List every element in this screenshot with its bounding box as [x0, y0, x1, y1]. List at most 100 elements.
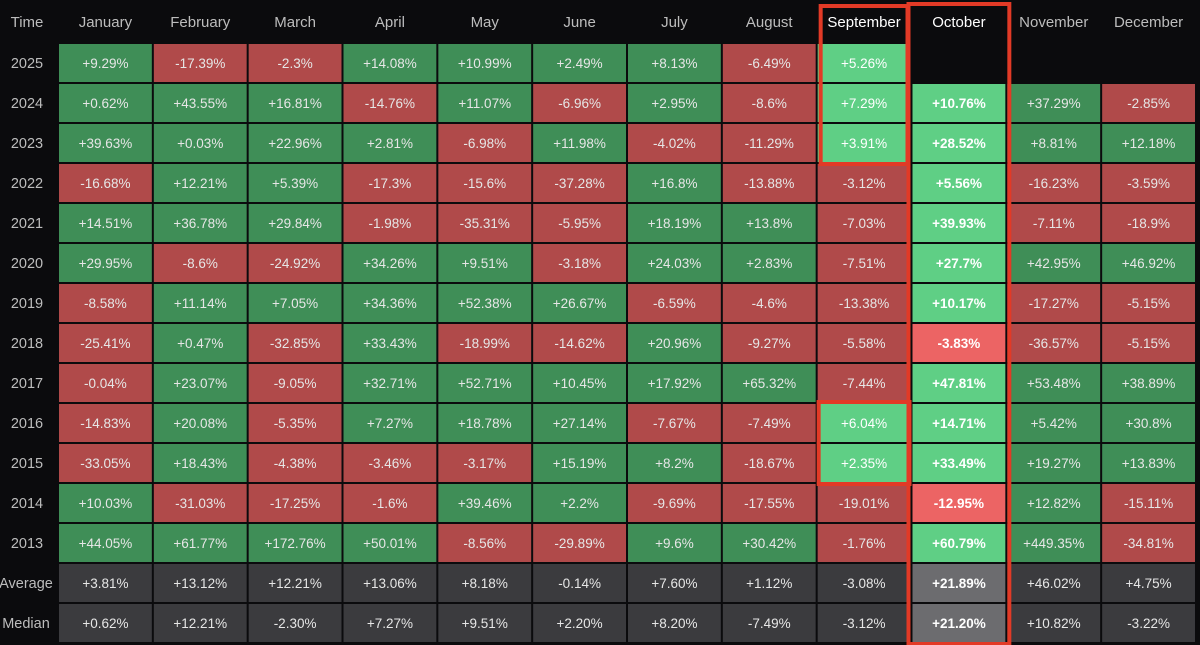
- cell-value-2013-august: +30.42%: [742, 536, 796, 551]
- cell-value-2018-august: -9.27%: [748, 336, 791, 351]
- cell-average-november: [1007, 564, 1101, 602]
- cell-value-average-december: +4.75%: [1125, 576, 1171, 591]
- cell-value-2018-february: +0.47%: [177, 336, 223, 351]
- cell-value-2017-october: +47.81%: [932, 376, 986, 391]
- cell-2016-november: [1007, 404, 1101, 442]
- cell-value-2013-december: -34.81%: [1123, 536, 1173, 551]
- cell-2020-february: [153, 244, 247, 282]
- cell-value-average-march: +12.21%: [268, 576, 322, 591]
- cell-2025-june: [533, 44, 626, 82]
- cell-value-2013-january: +44.05%: [79, 536, 133, 551]
- row-label-2017: 2017: [11, 376, 43, 392]
- cell-2021-february: [153, 204, 247, 242]
- cell-2017-february: [153, 364, 247, 402]
- cell-value-2019-march: +7.05%: [272, 296, 318, 311]
- cell-average-october: [912, 564, 1006, 602]
- cell-2018-january: [59, 324, 152, 362]
- cell-2023-october: [912, 124, 1006, 162]
- cell-value-2020-january: +29.95%: [79, 256, 133, 271]
- cell-2018-october: [912, 324, 1006, 362]
- cell-value-2020-april: +34.26%: [363, 256, 417, 271]
- cell-2024-november: [1007, 84, 1101, 122]
- cell-2013-july: [627, 524, 721, 562]
- cell-value-2024-november: +37.29%: [1027, 96, 1081, 111]
- cell-median-july: [627, 604, 721, 642]
- cell-value-2024-february: +43.55%: [173, 96, 227, 111]
- cell-2015-august: [722, 444, 816, 482]
- cell-value-2020-december: +46.92%: [1122, 256, 1176, 271]
- row-label-2013: 2013: [11, 536, 43, 552]
- cell-value-average-january: +3.81%: [82, 576, 128, 591]
- cell-2021-october: [912, 204, 1006, 242]
- cell-2025-march: [248, 44, 342, 82]
- cell-value-2014-march: -17.25%: [270, 496, 320, 511]
- cell-2015-november: [1007, 444, 1101, 482]
- cell-2023-february: [153, 124, 247, 162]
- cell-value-2019-june: +26.67%: [553, 296, 607, 311]
- cell-2021-january: [59, 204, 152, 242]
- cell-value-2015-april: -3.46%: [369, 456, 412, 471]
- cell-2023-august: [722, 124, 816, 162]
- cell-2016-january: [59, 404, 152, 442]
- cell-2014-april: [343, 484, 437, 522]
- cell-2017-august: [722, 364, 816, 402]
- cell-2017-may: [438, 364, 532, 402]
- cell-2015-october: [912, 444, 1006, 482]
- cell-value-2019-april: +34.36%: [363, 296, 417, 311]
- cell-value-2021-february: +36.78%: [173, 216, 227, 231]
- cell-2020-october: [912, 244, 1006, 282]
- cell-value-average-may: +8.18%: [462, 576, 508, 591]
- cell-2016-august: [722, 404, 816, 442]
- cell-2020-september: [817, 244, 911, 282]
- cell-value-2023-april: +2.81%: [367, 136, 413, 151]
- column-header-may: May: [471, 14, 500, 31]
- cell-2015-june: [533, 444, 626, 482]
- cell-value-2023-december: +12.18%: [1122, 136, 1176, 151]
- cell-value-median-january: +0.62%: [82, 616, 128, 631]
- cell-average-april: [343, 564, 437, 602]
- cell-value-2019-january: -8.58%: [84, 296, 127, 311]
- cell-value-2022-may: -15.6%: [463, 176, 506, 191]
- cell-value-2022-october: +5.56%: [936, 176, 982, 191]
- cell-2016-march: [248, 404, 342, 442]
- cell-value-2017-july: +17.92%: [648, 376, 702, 391]
- cell-value-2021-august: +13.8%: [746, 216, 792, 231]
- cell-2014-october: [912, 484, 1006, 522]
- row-label-average: Average: [0, 576, 53, 592]
- cell-value-2024-august: -8.6%: [752, 96, 787, 111]
- cell-2018-december: [1102, 324, 1195, 362]
- cell-2025-august: [722, 44, 816, 82]
- cell-value-2014-october: -12.95%: [934, 496, 984, 511]
- cell-value-2016-january: -14.83%: [80, 416, 130, 431]
- cell-average-august: [722, 564, 816, 602]
- cell-value-2025-june: +2.49%: [556, 56, 602, 71]
- cell-2016-october: [912, 404, 1006, 442]
- cell-value-2025-july: +8.13%: [651, 56, 697, 71]
- cell-2013-december: [1102, 524, 1195, 562]
- cell-value-2013-june: -29.89%: [554, 536, 604, 551]
- cell-2024-january: [59, 84, 152, 122]
- cell-value-2024-june: -6.96%: [558, 96, 601, 111]
- cell-2014-november: [1007, 484, 1101, 522]
- cell-2024-june: [533, 84, 626, 122]
- cell-2025-september: [817, 44, 911, 82]
- cell-2013-november: [1007, 524, 1101, 562]
- column-header-march: March: [274, 14, 316, 31]
- cell-value-2017-june: +10.45%: [553, 376, 607, 391]
- column-header-november: November: [1019, 14, 1088, 31]
- cell-2014-july: [627, 484, 721, 522]
- cell-median-february: [153, 604, 247, 642]
- cell-value-2014-february: -31.03%: [175, 496, 225, 511]
- cell-2014-december: [1102, 484, 1195, 522]
- cell-2017-october: [912, 364, 1006, 402]
- cell-value-2023-march: +22.96%: [268, 136, 322, 151]
- cell-value-average-july: +7.60%: [651, 576, 697, 591]
- cell-2015-january: [59, 444, 152, 482]
- cell-value-2013-november: +449.35%: [1023, 536, 1084, 551]
- cell-2015-may: [438, 444, 532, 482]
- cell-2020-june: [533, 244, 626, 282]
- cell-value-2016-february: +20.08%: [173, 416, 227, 431]
- cell-value-2018-april: +33.43%: [363, 336, 417, 351]
- cell-2022-november: [1007, 164, 1101, 202]
- cell-2018-may: [438, 324, 532, 362]
